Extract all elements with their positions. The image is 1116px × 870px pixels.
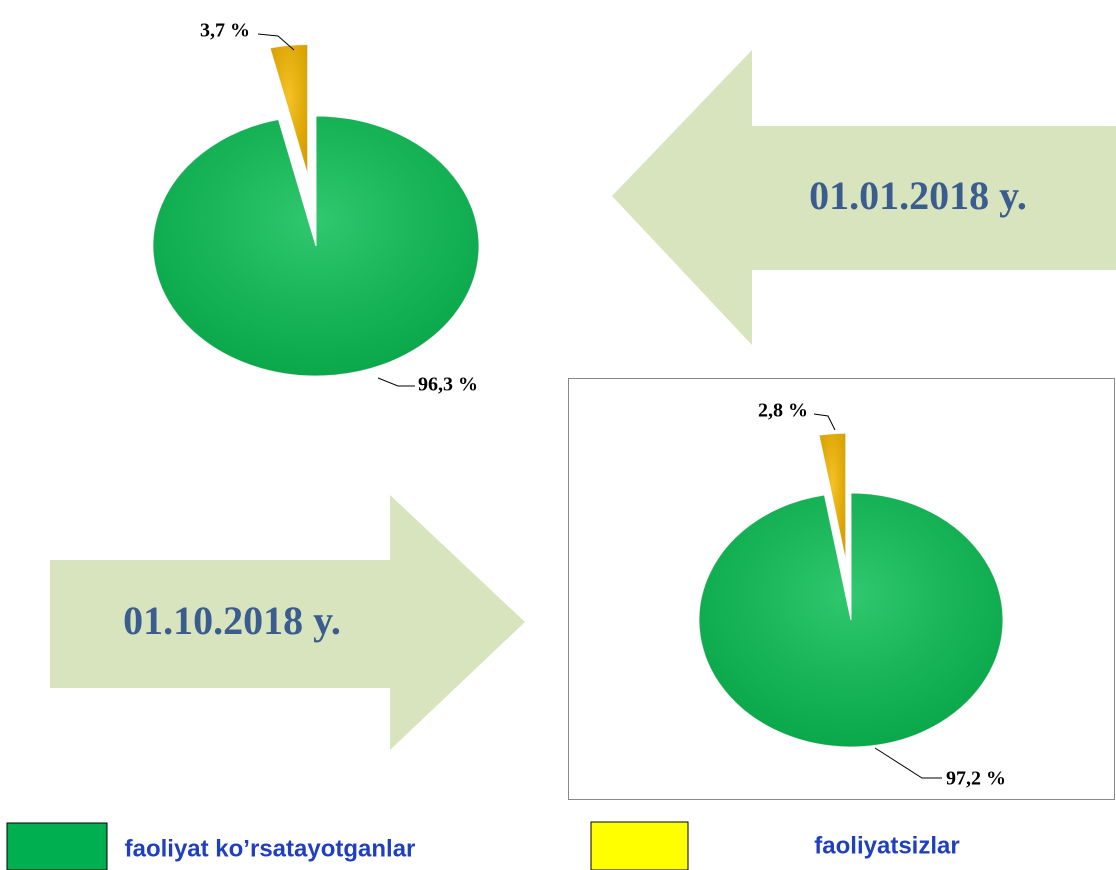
legend-swatch	[590, 821, 689, 870]
slice-shade	[152, 116, 479, 377]
leader-line	[257, 33, 295, 51]
legend-label: faoliyatsizlar	[814, 832, 959, 859]
arrow-left	[612, 50, 1116, 345]
value-label: 96,3 %	[418, 374, 478, 396]
chart-title: 01.01.2018 y.	[809, 173, 1027, 218]
value-label: 97,2 %	[946, 768, 1006, 790]
leader-line	[813, 413, 836, 431]
legend-swatch	[6, 822, 108, 870]
leader-line	[377, 377, 415, 387]
chart-title: 01.10.2018 y.	[123, 598, 341, 643]
leader-line	[874, 747, 942, 779]
chart-frame	[568, 378, 1115, 800]
slice-shade	[698, 493, 1003, 747]
slice-shade	[819, 433, 846, 561]
value-label: 3,7 %	[200, 20, 250, 42]
arrow-right	[50, 495, 525, 750]
slice-shade	[270, 44, 308, 175]
legend-label: faoliyat ko’rsatayotganlar	[125, 835, 416, 862]
value-label: 2,8 %	[758, 400, 808, 422]
